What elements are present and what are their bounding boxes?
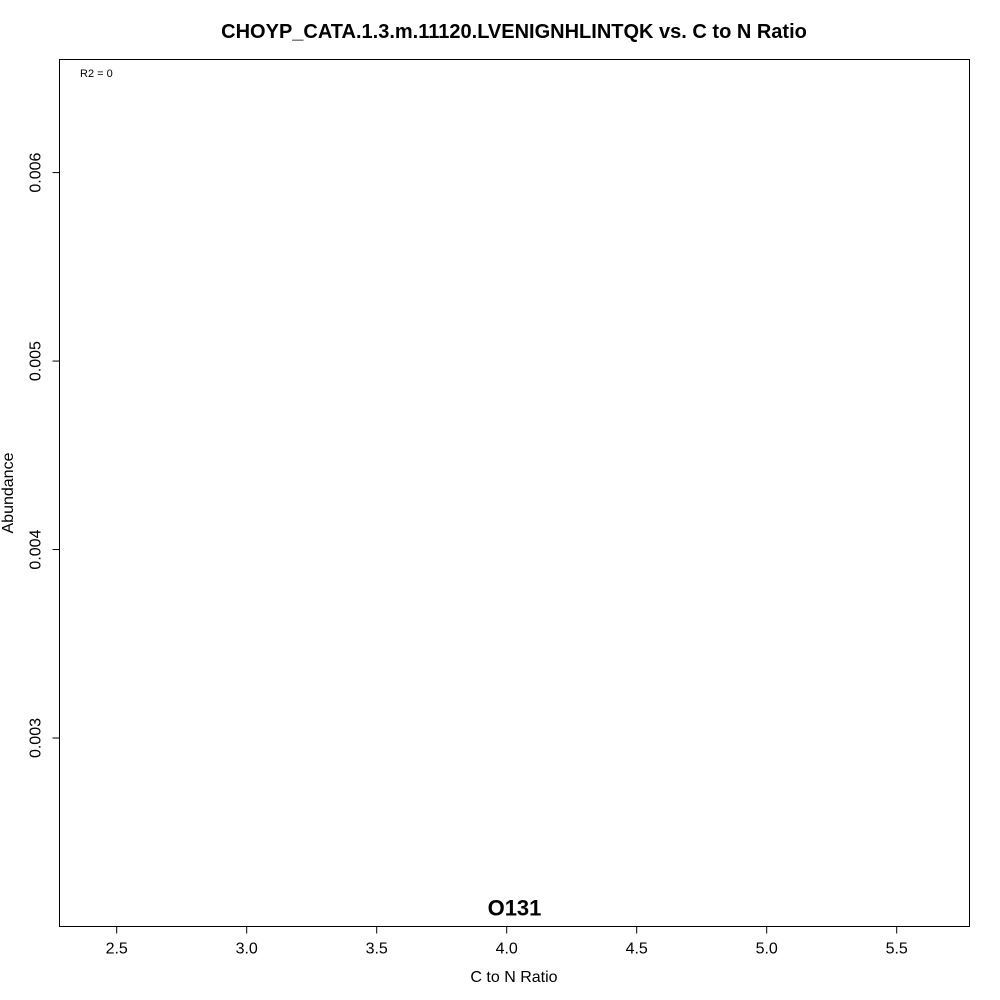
data-points: O131	[488, 896, 542, 921]
x-axis: 2.5 3.0 3.5 4.0 4.5 5.0 5.5	[106, 926, 908, 958]
x-axis-title: C to N Ratio	[470, 969, 557, 986]
y-axis: 0.003 0.004 0.005 0.006	[28, 152, 60, 758]
y-tick-label: 0.005	[28, 341, 45, 381]
x-tick-label: 5.5	[886, 941, 908, 958]
y-tick-label: 0.004	[28, 529, 45, 569]
chart-title: CHOYP_CATA.1.3.m.11120.LVENIGNHLINTQK vs…	[221, 21, 807, 43]
x-tick-label: 3.0	[236, 941, 258, 958]
r2-annotation: R2 = 0	[80, 68, 113, 80]
x-tick-label: 4.5	[626, 941, 648, 958]
x-tick-label: 4.0	[496, 941, 518, 958]
y-tick-label: 0.003	[28, 718, 45, 758]
y-axis-title: Abundance	[0, 452, 17, 533]
y-tick-label: 0.006	[28, 152, 45, 192]
x-tick-label: 2.5	[106, 941, 128, 958]
x-tick-label: 5.0	[756, 941, 778, 958]
point-label: O131	[488, 896, 542, 921]
x-tick-label: 3.5	[366, 941, 388, 958]
plot-area-frame	[59, 59, 970, 927]
